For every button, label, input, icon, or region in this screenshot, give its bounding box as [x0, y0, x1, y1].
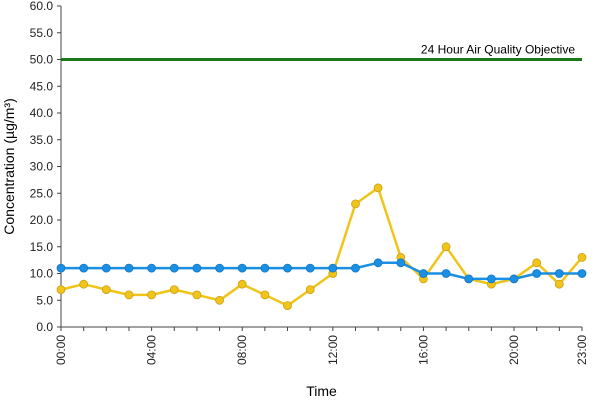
axes: 0.0 5.0 10.0 15.0 20.0 25.0 30.0 35.0 40.0 45.0 50…	[30, 0, 589, 365]
x-tick-label: 12:00	[326, 335, 340, 365]
objective-line-label: 24 Hour Air Quality Objective	[421, 43, 575, 57]
series-2-point	[441, 269, 451, 278]
series-1-point	[351, 199, 360, 209]
series-2-point	[396, 258, 406, 268]
series-2-line	[61, 261, 582, 281]
series-2-point	[351, 263, 360, 273]
y-tick-label: 0.0	[36, 320, 53, 334]
series-2-point	[124, 263, 134, 273]
y-tick-label: 40.0	[30, 106, 54, 120]
series-1-point	[215, 295, 225, 305]
y-tick-label: 55.0	[30, 26, 54, 40]
objective-line-group: 24 Hour Air Quality Objective	[61, 43, 582, 61]
series-1-point	[79, 279, 89, 289]
series-1-point	[532, 258, 542, 268]
y-tick-label: 30.0	[30, 160, 54, 174]
series-1-point	[441, 242, 451, 252]
series-2-point	[532, 269, 542, 278]
series-2-point	[79, 263, 89, 273]
series-1-point	[283, 301, 292, 311]
series-2-point	[464, 274, 474, 284]
y-tick-label: 60.0	[30, 0, 54, 13]
series-1-line	[60, 186, 583, 307]
y-tick-label: 5.0	[36, 293, 53, 307]
series-2-point	[509, 274, 519, 284]
series-1-point	[305, 285, 315, 295]
x-tick-label: 16:00	[416, 335, 430, 365]
series-2-point	[101, 263, 111, 273]
series-1-point	[577, 252, 587, 262]
x-tick-label: 00:00	[54, 335, 68, 365]
x-tick-label: 23:00	[575, 335, 589, 365]
series-2-point	[56, 263, 66, 273]
series-1-point	[56, 285, 66, 295]
series-1-point	[554, 279, 564, 289]
y-tick-label: 10.0	[30, 267, 54, 281]
series-2-point	[237, 263, 247, 273]
series-1-point	[237, 279, 247, 289]
x-tick-label: 20:00	[507, 335, 521, 365]
series-1-point	[169, 285, 179, 295]
series-1-point	[260, 290, 270, 300]
series-2-point	[418, 269, 428, 278]
series-1-point	[373, 183, 383, 193]
x-axis-title: Time	[306, 383, 337, 399]
y-axis-title: Concentration (µg/m³)	[1, 98, 17, 234]
series-2-point	[260, 263, 270, 273]
series-1-point	[101, 285, 111, 295]
series-1-point	[124, 290, 134, 300]
y-tick-label: 25.0	[30, 186, 54, 200]
series-1-point	[147, 290, 157, 300]
x-tick-label: 04:00	[145, 335, 159, 365]
y-tick-label: 20.0	[30, 213, 54, 227]
y-tick-label: 35.0	[30, 133, 54, 147]
series-2-point	[328, 263, 338, 273]
series-2-point	[147, 263, 157, 273]
series-2-point	[169, 263, 179, 273]
series-2-point	[192, 263, 202, 273]
series-1-point	[192, 290, 202, 300]
series-2-point	[283, 263, 292, 273]
y-tick-label: 50.0	[30, 53, 54, 67]
series-2-point	[215, 263, 225, 273]
series-2-point	[373, 258, 383, 268]
series-2-point	[554, 269, 564, 278]
series-group	[56, 183, 587, 311]
y-tick-label: 15.0	[30, 240, 54, 254]
series-2-point	[305, 263, 315, 273]
series-2-point	[577, 269, 587, 278]
x-tick-label: 08:00	[235, 335, 249, 365]
y-tick-label: 45.0	[30, 79, 54, 93]
series-2-point	[486, 274, 496, 284]
